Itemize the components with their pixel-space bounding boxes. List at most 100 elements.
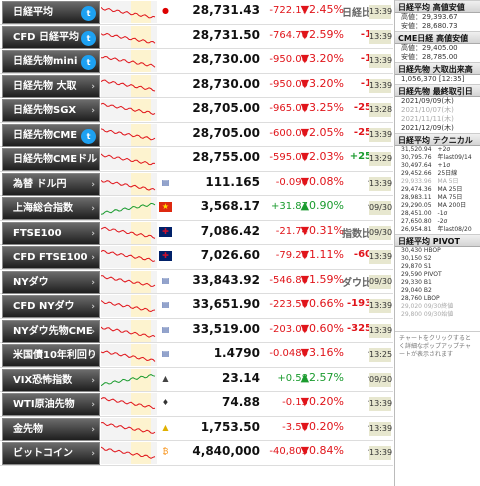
instrument-name-button[interactable]: 金先物 › — [2, 417, 100, 441]
instrument-name-button[interactable]: 上海総合指数 › — [2, 197, 100, 220]
sparkline-chart-box[interactable] — [101, 99, 157, 121]
spread-value: - — [334, 396, 372, 407]
sparkline-chart-box[interactable] — [101, 172, 157, 195]
quote-row[interactable]: 日経先物CMEドル › 28,755.00 -595.00 ▼2.03% +25 13:29 — [0, 147, 393, 172]
instrument-name-button[interactable]: FTSE100 › — [2, 221, 100, 245]
spread-value: - — [334, 372, 372, 383]
quote-row[interactable]: 日経先物CME t 28,705.00 -600.00 ▼2.05% -25 13:39 — [0, 123, 393, 147]
sparkline-line — [101, 446, 156, 459]
nikkei-highlow-lines: 高値：29,393.67 安値：28,680.73 — [395, 13, 480, 31]
instrument-name-button[interactable]: 為替 ドル円 › — [2, 172, 100, 196]
nikkei-highlow-header: 日経平均 高値安値 — [395, 0, 480, 13]
sparkline-chart — [101, 368, 156, 391]
price-value: 3,568.17 — [200, 199, 260, 213]
session-shade — [131, 442, 151, 464]
quote-row[interactable]: FTSE100 › ✚ 7,086.42 -21.74 ▼0.31% 指数比 09/30 — [0, 221, 393, 245]
instrument-name-button[interactable]: 日経先物CME t — [2, 123, 100, 147]
instrument-name-button[interactable]: 日経先物 大取 › — [2, 74, 100, 98]
instrument-name-button[interactable]: VIX恐怖指数 › — [2, 368, 100, 392]
sparkline-chart-box[interactable] — [101, 123, 157, 146]
instrument-name: CFD 日経平均 — [13, 31, 79, 43]
spread-value: 日経比 — [342, 8, 372, 19]
twitter-icon[interactable]: t — [81, 30, 96, 46]
price-value: 28,731.43 — [192, 3, 260, 17]
quote-row[interactable]: 日経先物SGX › 28,705.00 -965.00 ▼3.25% -25 13:28 — [0, 98, 393, 123]
instrument-name-button[interactable]: CFD FTSE100 › — [2, 246, 100, 269]
instrument-name-button[interactable]: 米国債10年利回り › — [2, 344, 100, 367]
sparkline-chart-box[interactable] — [101, 319, 157, 342]
sparkline-chart-box[interactable] — [101, 50, 157, 72]
side-line: 30,795.76 年last09/14 — [401, 154, 472, 161]
twitter-icon[interactable]: t — [81, 55, 96, 70]
instrument-name-button[interactable]: CFD 日経平均 t — [2, 25, 100, 49]
sparkline-chart-box[interactable] — [101, 1, 157, 23]
instrument-name-button[interactable]: 日経先物SGX › — [2, 99, 100, 122]
time-badge: 09/30 — [369, 274, 392, 289]
quote-row[interactable]: 日経先物mini t 28,730.00 -950.00 ▼3.20% -1 13:39 — [0, 49, 393, 74]
sparkline-chart-box[interactable] — [101, 246, 157, 268]
quote-row[interactable]: WTI原油先物 › ♦ 74.88 -0.15▼0.20%-13:39 — [0, 392, 393, 417]
technical-header: 日経平均 テクニカル — [395, 133, 480, 146]
quote-row[interactable]: CFD NYダウ › ▤ 33,651.90 -223.50 ▼0.66% -193 13:3… — [0, 294, 393, 319]
instrument-name-button[interactable]: 日経先物mini t — [2, 50, 100, 73]
instrument-name-button[interactable]: ビットコイン › — [2, 442, 100, 465]
instrument-name-button[interactable]: 日経平均 t — [2, 1, 100, 24]
quote-row[interactable]: CFD 日経平均 t 28,731.50 -764.70 ▼2.59% -1 13:39 — [0, 25, 393, 49]
sparkline-chart — [101, 295, 156, 317]
side-line: 26,954.81 年last08/20 — [401, 226, 472, 233]
sparkline-chart-box[interactable] — [101, 25, 157, 48]
side-panel: 日経平均 高値安値 高値：29,393.67 安値：28,680.73 CME日経… — [394, 0, 480, 486]
instrument-name-button[interactable]: WTI原油先物 › — [2, 393, 100, 416]
sparkline-chart-box[interactable] — [101, 393, 157, 415]
change-value: -0.090 — [275, 176, 308, 188]
quote-row[interactable]: NYダウ先物CME › ▤ 33,519.00 -203.00 ▼0.60% -325 13:… — [0, 319, 393, 343]
instrument-name-button[interactable]: NYダウ先物CME › — [2, 319, 100, 343]
sparkline-chart-box[interactable] — [101, 295, 157, 317]
quote-row[interactable]: 米国債10年利回り› ▤ 1.4790 -0.0480▼3.16%-13:25 — [0, 343, 393, 368]
instrument-name-button[interactable]: NYダウ › — [2, 270, 100, 294]
sparkline-chart-box[interactable] — [101, 344, 157, 366]
change-value: -950.00 — [269, 54, 308, 65]
quote-row[interactable]: 日経平均 t ● 28,731.43 -722.17 ▼2.45% 日経比 13:39 — [0, 0, 393, 25]
quote-row[interactable]: ビットコイン › ₿ 4,840,000 -40,803▼0.84%-13:39 — [0, 441, 393, 466]
sparkline-chart-box[interactable] — [101, 270, 157, 293]
sparkline-chart-box[interactable] — [101, 74, 157, 97]
side-line: 29,933.96 MA 5日 — [401, 178, 459, 185]
last-trading-header: 日経先物 最終取引日 — [395, 84, 480, 97]
sparkline-chart-box[interactable] — [101, 148, 157, 170]
price-value: 33,651.90 — [192, 297, 260, 311]
sparkline-chart — [101, 442, 156, 464]
volume-header: 日経先物 大取出来高 — [395, 62, 480, 75]
sparkline-chart-box[interactable] — [101, 442, 157, 464]
quote-row[interactable]: NYダウ › ▤ 33,843.92 -546.80 ▼1.59% ダウ比 09/30 — [0, 270, 393, 294]
sparkline-chart-box[interactable] — [101, 368, 157, 391]
last-trading-lines: 2021/09/09(木) 2021/10/07(木) 2021/11/11(木) 2… — [395, 97, 480, 133]
quote-row[interactable]: VIX恐怖指数 › ▲ 23.14 +0.58▲2.57%-09/30 — [0, 368, 393, 392]
sparkline-chart-box[interactable] — [101, 197, 157, 219]
quote-row[interactable]: 上海総合指数 › ★ 3,568.17 +31.87▲0.90%-09/30 — [0, 196, 393, 221]
sparkline-chart — [101, 172, 156, 195]
chevron-right-icon: › — [91, 228, 95, 239]
twitter-icon[interactable]: t — [81, 6, 96, 21]
spread-value: -25 — [353, 102, 372, 113]
chevron-right-icon: › — [91, 277, 95, 288]
twitter-icon[interactable]: t — [81, 128, 96, 144]
quote-row[interactable]: CFD FTSE100 › ✚ 7,026.60 -79.20 ▼1.11% -60 13:3… — [0, 245, 393, 270]
quote-row[interactable]: 日経先物 大取 › 28,730.00 -950.00 ▼3.20% -1 13:39 — [0, 74, 393, 98]
sparkline-chart — [101, 148, 156, 170]
instrument-name: 金先物 — [13, 423, 43, 435]
session-shade — [131, 368, 151, 391]
instrument-name-button[interactable]: CFD NYダウ › — [2, 295, 100, 318]
sparkline-chart-box[interactable] — [101, 417, 157, 440]
instrument-name: CFD NYダウ — [13, 301, 75, 312]
quote-row[interactable]: 金先物 › ▲ 1,753.50 -3.50▼0.20%-13:39 — [0, 417, 393, 441]
sparkline-chart-box[interactable] — [101, 221, 157, 244]
sparkline-chart — [101, 74, 156, 97]
price-value: 28,705.00 — [192, 125, 260, 140]
change-value: -595.00 — [269, 152, 308, 163]
price-value: 1.4790 — [213, 346, 260, 360]
instrument-name-button[interactable]: 日経先物CMEドル › — [2, 148, 100, 171]
instrument-name: 日経先物CME — [13, 129, 78, 141]
instrument-name: 米国債10年利回り — [13, 350, 97, 361]
quote-row[interactable]: 為替 ドル円 › ▤ 111.165 -0.090▼0.08%-13:39 — [0, 172, 393, 196]
